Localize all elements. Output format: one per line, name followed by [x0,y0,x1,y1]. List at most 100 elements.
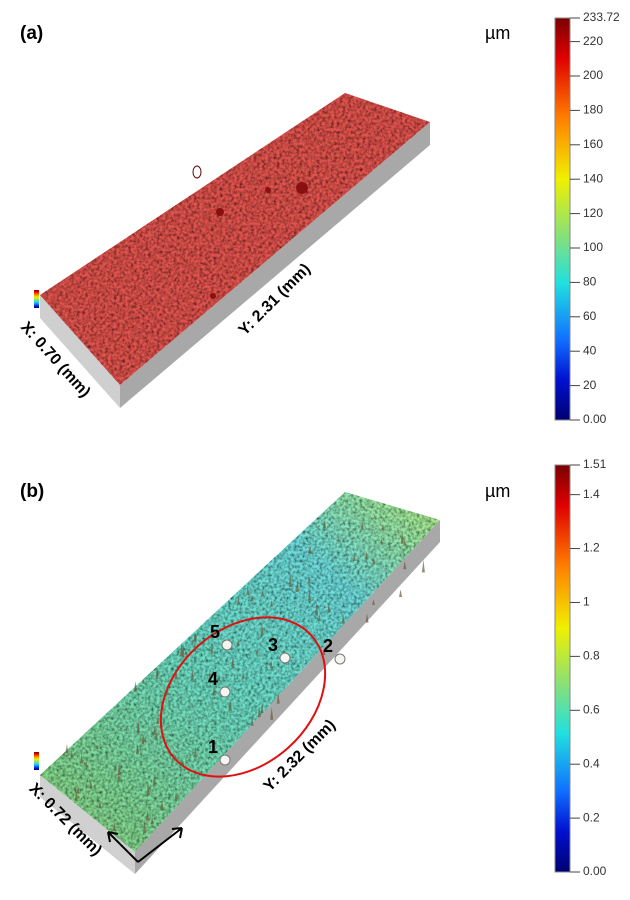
spike [174,790,178,801]
spike [295,578,299,592]
colorbar-tick-label: 1.51 [583,457,607,471]
spike [146,782,150,796]
spike [117,761,121,776]
spike [174,754,178,761]
colorbar-tick-label: 120 [583,206,603,220]
point-label: 1 [208,737,218,757]
colorbar-tick-label: 100 [583,240,603,254]
spike [112,822,116,831]
spike [322,648,326,656]
colorbar-tick-label: 0.4 [583,756,600,770]
spike [236,640,240,646]
spike [270,706,274,720]
spike [98,801,102,809]
spike [160,799,164,811]
colorbar-tick-label: 40 [583,343,597,357]
spike [156,716,160,725]
spike [193,744,197,758]
spike [403,539,407,546]
unit-label: µm [485,23,510,43]
spike [134,681,138,692]
point-label: 5 [210,622,220,642]
surface-spikes [65,520,425,834]
spike [179,759,183,767]
colorbar-tick-label: 0.8 [583,649,600,663]
spike [231,656,235,669]
point-label: 3 [268,635,278,655]
spike [260,623,264,636]
spike [190,668,194,681]
spike [352,554,356,562]
point-label: 2 [323,636,333,656]
spike [117,772,121,781]
y-axis-label: Y: 2.32 (mm) [261,717,339,795]
spike [380,538,384,544]
colorbar-tick-label: 200 [583,68,603,82]
spike [184,650,188,655]
spike [155,666,159,680]
spike [381,524,385,531]
spike [89,780,93,789]
spike [260,590,264,597]
defect [221,639,233,651]
spike [179,642,183,657]
spike [79,754,83,764]
spike [270,600,274,607]
spike [212,684,216,696]
spike [155,731,159,741]
spike [399,589,403,598]
spike [421,559,425,573]
colorbar-tick-label: 220 [583,34,603,48]
spike [365,613,369,623]
defect [334,653,346,665]
spike [143,737,147,742]
spike [76,785,80,794]
spike [307,575,311,584]
colorbar-tick-label: 60 [583,309,597,323]
spike [174,668,178,680]
spike [95,744,99,750]
spike [276,692,280,704]
spike [360,521,364,530]
spike [288,573,292,587]
spike [208,670,212,680]
spike [250,716,254,726]
spike [371,599,375,605]
colorbar-tick-label: 0.00 [583,864,607,878]
spike [257,706,261,718]
panel-label: (a) [20,23,43,44]
colorbar-tick-label: 233.72 [583,10,620,24]
spike [74,790,78,801]
spike [228,700,232,711]
colorbar-tick-label: 180 [583,103,603,117]
surface-b [34,492,440,874]
surface-a [34,93,430,408]
point-label: 4 [208,669,218,689]
spike [136,720,140,733]
colorbar-tick-label: 1.2 [583,541,600,555]
panel-label: (b) [20,481,44,502]
spike [308,590,312,601]
spike [315,601,319,616]
spike [336,537,340,542]
colorbar [554,17,571,421]
defect [219,754,231,766]
spike [70,750,74,757]
spike [365,551,369,560]
spike [141,678,145,684]
colorbar-tick-label: 0.2 [583,810,600,824]
spike [260,703,264,714]
colorbar [554,464,571,873]
colorbar-tick-label: 160 [583,137,603,151]
spike [269,660,273,669]
spike [145,810,149,821]
spike [136,744,140,754]
spike [403,560,407,570]
spike [255,648,259,654]
spike [317,614,321,622]
spike [372,556,376,565]
spike [246,585,250,595]
spike [308,546,312,554]
colorbar-tick-label: 1 [583,595,590,609]
